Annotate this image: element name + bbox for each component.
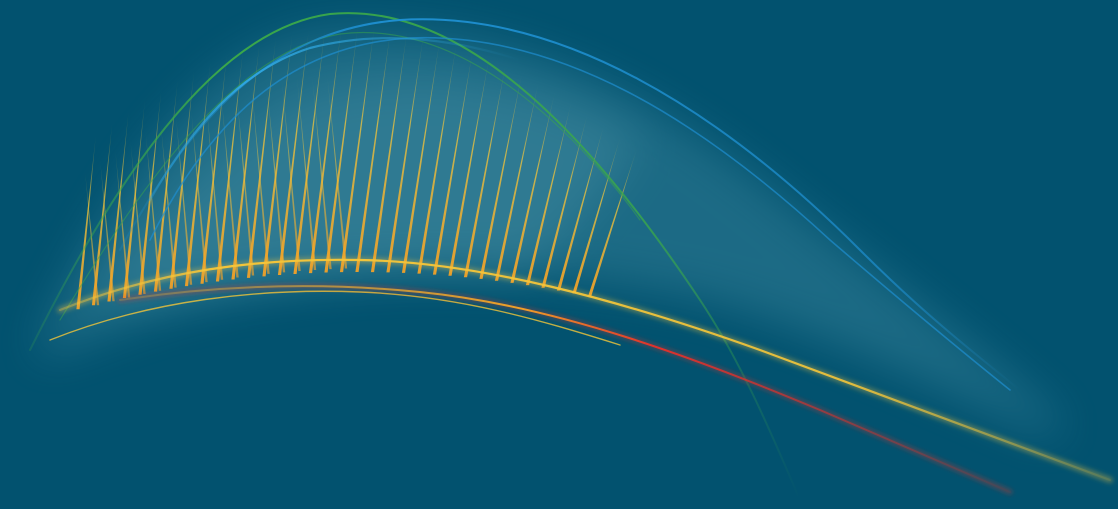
spike-cross bbox=[99, 157, 115, 302]
spike bbox=[184, 59, 211, 287]
spike-cross bbox=[296, 74, 317, 270]
spike-cross bbox=[266, 79, 286, 273]
spike bbox=[587, 147, 638, 297]
spike-cross bbox=[281, 76, 301, 272]
spike bbox=[215, 44, 244, 282]
spike bbox=[556, 123, 605, 291]
spike-cross bbox=[327, 72, 348, 269]
spike bbox=[308, 23, 342, 274]
spike bbox=[200, 51, 228, 284]
spike bbox=[417, 41, 457, 274]
spike-cross bbox=[130, 137, 146, 294]
yellow-lower-line bbox=[49, 290, 621, 346]
spike bbox=[293, 24, 326, 274]
spike bbox=[324, 22, 359, 273]
green-arc-inner bbox=[59, 32, 641, 321]
spike bbox=[510, 90, 556, 283]
spike bbox=[432, 47, 474, 275]
spike bbox=[246, 33, 277, 278]
yellow-base-line bbox=[58, 258, 1112, 482]
spike bbox=[262, 29, 293, 277]
spike-cross bbox=[175, 112, 193, 285]
glow-haze bbox=[40, 28, 1060, 440]
spike-cross bbox=[145, 128, 162, 291]
spike bbox=[572, 135, 621, 294]
spike bbox=[386, 31, 424, 273]
spike bbox=[370, 28, 408, 273]
light-blue-arc bbox=[148, 37, 522, 202]
spike bbox=[277, 26, 310, 276]
spike-cross bbox=[221, 92, 239, 278]
spike bbox=[448, 54, 490, 276]
spike bbox=[339, 23, 375, 273]
spike-cross bbox=[160, 120, 177, 288]
red-line bbox=[119, 285, 1011, 493]
spike bbox=[401, 36, 441, 273]
blue-arc-outer bbox=[119, 18, 1021, 391]
curve-strands bbox=[29, 12, 1113, 501]
spike bbox=[355, 25, 392, 273]
spike bbox=[541, 111, 588, 288]
spike bbox=[525, 100, 572, 286]
spike-bundle bbox=[76, 22, 638, 310]
spike bbox=[107, 109, 129, 302]
spike bbox=[479, 71, 523, 279]
spike-cross bbox=[311, 73, 332, 270]
spike bbox=[122, 97, 146, 298]
green-arc bbox=[29, 12, 801, 501]
spike-cross bbox=[190, 104, 208, 283]
spike bbox=[494, 80, 539, 281]
spike bbox=[463, 62, 506, 278]
blue-arc-inner bbox=[149, 36, 1011, 391]
spike bbox=[76, 133, 96, 310]
spike-cross bbox=[251, 82, 270, 274]
spike-cross bbox=[236, 86, 255, 276]
spike bbox=[91, 121, 113, 306]
